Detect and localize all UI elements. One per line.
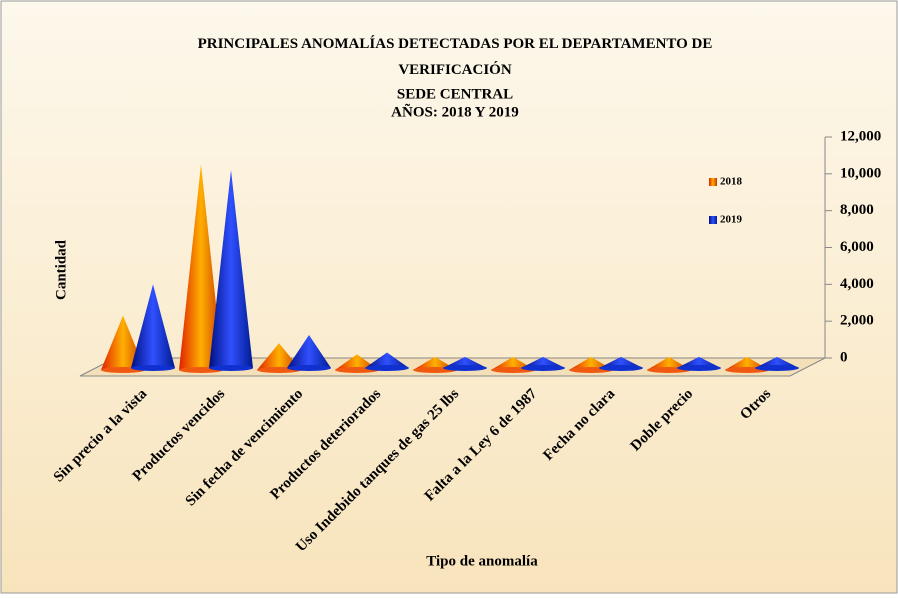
y-tick-label: 8,000 (840, 202, 874, 218)
cone-body (755, 356, 799, 368)
cone (599, 356, 643, 371)
cone-body (287, 334, 331, 368)
cone (131, 284, 175, 371)
cone-body (101, 315, 145, 370)
chart-title: PRINCIPALES ANOMALÍAS DETECTADAS POR EL … (198, 35, 713, 78)
y-tick-label: 2,000 (840, 313, 874, 329)
y-tick-label: 10,000 (840, 165, 881, 181)
cone-body (521, 356, 565, 368)
y-tick-label: 12,000 (840, 128, 881, 144)
cone (677, 356, 721, 371)
cone-body (677, 356, 721, 368)
y-tick-label: 4,000 (840, 276, 874, 292)
x-axis-label: Tipo de anomalía (426, 553, 538, 569)
cone-base (287, 365, 331, 371)
cone-base (755, 365, 799, 371)
cone-base (365, 365, 409, 371)
cone-body (257, 343, 301, 370)
cone-body (365, 352, 409, 368)
cone-body (131, 284, 175, 368)
cone (521, 356, 565, 371)
cone-base (599, 365, 643, 371)
cone (209, 170, 253, 371)
cone-body (179, 164, 223, 370)
legend-swatch (709, 178, 717, 186)
cone-base (209, 365, 253, 371)
y-tick-label: 6,000 (840, 239, 874, 255)
cone-body (443, 356, 487, 368)
cone-base (131, 365, 175, 371)
cone-body (599, 356, 643, 368)
legend-label: 2018 (720, 176, 743, 188)
y-axis-label: Cantidad (53, 239, 69, 300)
cone (287, 334, 331, 371)
cone-base (521, 365, 565, 371)
chart-subtitle: SEDE CENTRAL (397, 86, 513, 102)
cone-base (443, 365, 487, 371)
cone (755, 356, 799, 371)
legend-swatch (709, 216, 717, 224)
y-tick-label: 0 (840, 349, 848, 365)
cone-body (209, 170, 253, 368)
legend-label: 2019 (720, 214, 743, 226)
chart-subtitle: AÑOS: 2018 Y 2019 (391, 102, 519, 120)
cone (365, 352, 409, 371)
cone-base (677, 365, 721, 371)
cone (443, 356, 487, 371)
